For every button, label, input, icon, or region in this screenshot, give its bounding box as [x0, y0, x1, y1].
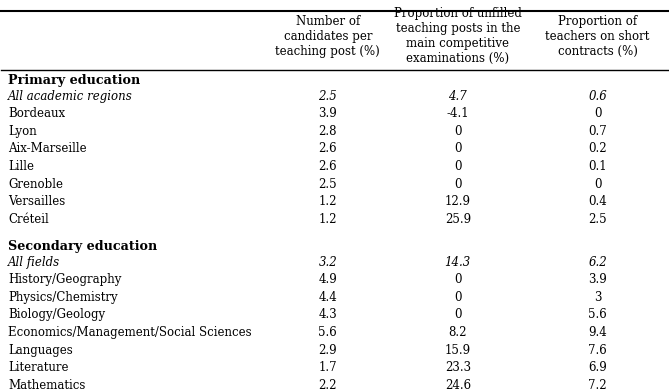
Text: Créteil: Créteil	[8, 213, 49, 226]
Text: Lille: Lille	[8, 160, 34, 173]
Text: All fields: All fields	[8, 256, 60, 268]
Text: 6.9: 6.9	[588, 361, 607, 374]
Text: 4.4: 4.4	[318, 291, 337, 304]
Text: 0.1: 0.1	[588, 160, 607, 173]
Text: 3.9: 3.9	[588, 273, 607, 286]
Text: History/Geography: History/Geography	[8, 273, 122, 286]
Text: Literature: Literature	[8, 361, 68, 374]
Text: 2.2: 2.2	[318, 379, 337, 389]
Text: Aix-Marseille: Aix-Marseille	[8, 142, 87, 156]
Text: 1.2: 1.2	[318, 195, 337, 208]
Text: 3: 3	[594, 291, 601, 304]
Text: 4.9: 4.9	[318, 273, 337, 286]
Text: 0: 0	[454, 160, 462, 173]
Text: 2.5: 2.5	[318, 89, 337, 103]
Text: 3.2: 3.2	[318, 256, 337, 268]
Text: Versailles: Versailles	[8, 195, 66, 208]
Text: 4.3: 4.3	[318, 308, 337, 321]
Text: 0.7: 0.7	[588, 125, 607, 138]
Text: 2.5: 2.5	[588, 213, 607, 226]
Text: Bordeaux: Bordeaux	[8, 107, 65, 120]
Text: Proportion of
teachers on short
contracts (%): Proportion of teachers on short contract…	[545, 15, 650, 58]
Text: 7.6: 7.6	[588, 343, 607, 357]
Text: 0: 0	[454, 308, 462, 321]
Text: 2.9: 2.9	[318, 343, 337, 357]
Text: Secondary education: Secondary education	[8, 240, 157, 253]
Text: -4.1: -4.1	[446, 107, 469, 120]
Text: 0: 0	[454, 142, 462, 156]
Text: 8.2: 8.2	[448, 326, 467, 339]
Text: Primary education: Primary education	[8, 74, 140, 87]
Text: 0.2: 0.2	[588, 142, 607, 156]
Text: 4.7: 4.7	[448, 89, 467, 103]
Text: 1.2: 1.2	[318, 213, 337, 226]
Text: 0: 0	[594, 178, 601, 191]
Text: Grenoble: Grenoble	[8, 178, 63, 191]
Text: 0.4: 0.4	[588, 195, 607, 208]
Text: 0: 0	[454, 273, 462, 286]
Text: 1.7: 1.7	[318, 361, 337, 374]
Text: Languages: Languages	[8, 343, 73, 357]
Text: Mathematics: Mathematics	[8, 379, 86, 389]
Text: Number of
candidates per
teaching post (%): Number of candidates per teaching post (…	[276, 15, 380, 58]
Text: Economics/Management/Social Sciences: Economics/Management/Social Sciences	[8, 326, 252, 339]
Text: Physics/Chemistry: Physics/Chemistry	[8, 291, 118, 304]
Text: 0: 0	[594, 107, 601, 120]
Text: 2.6: 2.6	[318, 160, 337, 173]
Text: 23.3: 23.3	[445, 361, 471, 374]
Text: 24.6: 24.6	[445, 379, 471, 389]
Text: 2.8: 2.8	[318, 125, 337, 138]
Text: 12.9: 12.9	[445, 195, 471, 208]
Text: 5.6: 5.6	[318, 326, 337, 339]
Text: 9.4: 9.4	[588, 326, 607, 339]
Text: 15.9: 15.9	[445, 343, 471, 357]
Text: Biology/Geology: Biology/Geology	[8, 308, 105, 321]
Text: 6.2: 6.2	[588, 256, 607, 268]
Text: 25.9: 25.9	[445, 213, 471, 226]
Text: 0: 0	[454, 125, 462, 138]
Text: 3.9: 3.9	[318, 107, 337, 120]
Text: 0: 0	[454, 291, 462, 304]
Text: 2.5: 2.5	[318, 178, 337, 191]
Text: Lyon: Lyon	[8, 125, 37, 138]
Text: 0: 0	[454, 178, 462, 191]
Text: 5.6: 5.6	[588, 308, 607, 321]
Text: 14.3: 14.3	[445, 256, 471, 268]
Text: 7.2: 7.2	[588, 379, 607, 389]
Text: Proportion of unfilled
teaching posts in the
main competitive
examinations (%): Proportion of unfilled teaching posts in…	[394, 7, 522, 65]
Text: 2.6: 2.6	[318, 142, 337, 156]
Text: All academic regions: All academic regions	[8, 89, 133, 103]
Text: 0.6: 0.6	[588, 89, 607, 103]
